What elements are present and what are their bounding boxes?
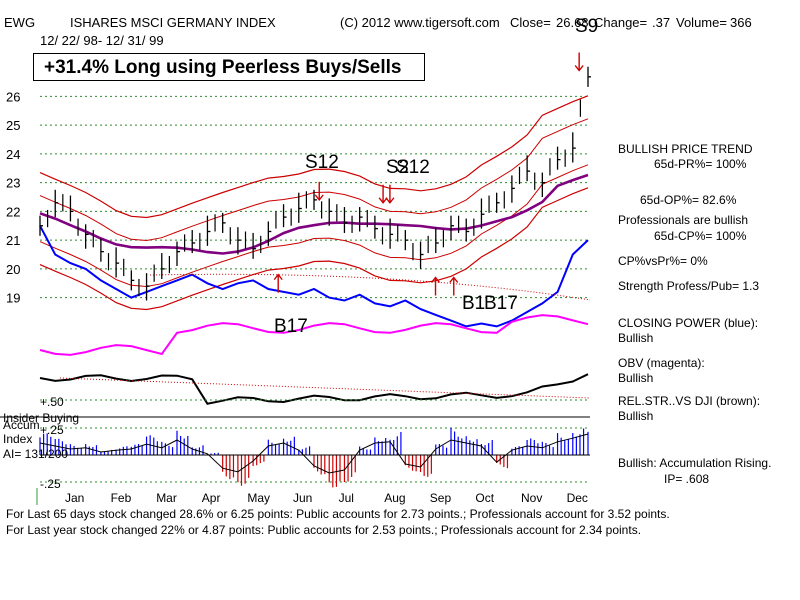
price-axis-ticks: 26 25 24 23 22 21 20 19: [6, 89, 20, 305]
change-value: .37: [652, 15, 671, 30]
trend-title: BULLISH PRICE TREND: [618, 142, 753, 156]
signal-label-b17: B17: [274, 316, 308, 337]
copyright: (C) 2012 www.tigersoft.com: [340, 15, 500, 30]
month-label: Feb: [111, 491, 132, 505]
signal-label-s2: S2: [386, 157, 410, 178]
signal-label-b17b: B17: [484, 293, 518, 314]
signal-arrows: [273, 52, 584, 296]
sell-arrowhead: [314, 194, 324, 201]
buy-arrowhead: [430, 276, 441, 283]
closing-power-label: CLOSING POWER (blue):: [618, 316, 759, 330]
sell-arrowhead: [378, 197, 388, 204]
month-label: Mar: [156, 491, 177, 505]
month-label: Sep: [430, 491, 452, 505]
signal-label-s12: S12: [305, 152, 339, 173]
lower-band: [39, 187, 589, 311]
price-tick-label: 23: [6, 176, 20, 191]
signal-label-b1: B1: [462, 293, 486, 314]
month-label: Nov: [521, 491, 542, 505]
month-label: Aug: [384, 491, 405, 505]
long-moving-average: [39, 173, 589, 255]
index-label: Index: [3, 432, 33, 446]
accum-tick-50: +.50: [40, 395, 64, 409]
accum-status: Bullish: Accumulation Rising.: [618, 456, 772, 470]
month-label: Jan: [65, 491, 84, 505]
signal-label-s9: S9: [575, 16, 599, 37]
price-tick-label: 26: [6, 89, 20, 104]
footer-line-2: For Last year stock changed 22% or 4.87 …: [6, 523, 642, 537]
relstr-value: Bullish: [618, 409, 654, 423]
price-grid: [40, 95, 590, 299]
accum-tick-neg25: -.25: [40, 477, 61, 491]
cp-trend-dotted: [149, 273, 591, 301]
close-label: Close=: [510, 15, 551, 30]
month-label: Oct: [475, 491, 494, 505]
accumulation-histogram: [39, 427, 590, 488]
accum-tick-25: +.25: [40, 423, 64, 437]
date-range: 12/ 22/ 98- 12/ 31/ 99: [40, 33, 164, 48]
buy-arrowhead: [273, 273, 283, 281]
price-tick-label: 21: [6, 233, 20, 248]
insider-label: Insider Buying: [3, 411, 80, 425]
change-label: Change=: [594, 15, 648, 30]
relative-strength-line: [39, 373, 589, 405]
closing-power-line: [39, 225, 589, 328]
banner-text: +31.4% Long using Peerless Buys/Sells: [44, 57, 402, 78]
upper-band: [39, 95, 589, 219]
price-tick-label: 19: [6, 291, 20, 306]
inner-upper-band: [39, 118, 589, 242]
month-label: Jun: [293, 491, 312, 505]
relstr-label: REL.STR..VS DJI (brown):: [618, 394, 761, 408]
buy-arrowhead: [449, 276, 459, 283]
obv-line: [39, 314, 589, 356]
price-tick-label: 22: [6, 204, 20, 219]
month-axis: Jan Feb Mar Apr May Jun Jul Aug Sep Oct Nov Dec: [36, 488, 588, 505]
month-label: Jul: [339, 491, 354, 505]
closing-power-value: Bullish: [618, 331, 654, 345]
accum-label: Accum: [3, 418, 40, 432]
rs-trend-dotted: [59, 377, 591, 399]
obv-value: Bullish: [618, 371, 654, 385]
obv-label: OBV (magenta):: [618, 356, 705, 370]
pr-value: 65d-PR%= 100%: [654, 157, 747, 171]
price-tick-label: 20: [6, 262, 20, 277]
op-value: 65d-OP%= 82.6%: [640, 193, 737, 207]
month-label: Apr: [202, 491, 221, 505]
ticker: EWG: [4, 15, 36, 30]
footer-line-1: For Last 65 days stock changed 28.6% or …: [6, 507, 670, 521]
signal-label-s12b: S12: [396, 157, 430, 178]
sell-arrowhead: [385, 197, 395, 204]
price-tick-label: 25: [6, 118, 20, 133]
sell-arrowhead: [574, 65, 584, 72]
strength-value: Strength Profess/Pub= 1.3: [618, 279, 760, 293]
month-label: May: [247, 491, 270, 505]
ip-value: IP= .608: [664, 472, 710, 486]
volume-value: 366: [730, 15, 752, 30]
volume-label: Volume=: [676, 15, 727, 30]
cp-vs-pr: CP%vsPr%= 0%: [618, 254, 708, 268]
close-value: 26.68: [556, 15, 589, 30]
ai-label: AI= 131/200: [3, 447, 69, 461]
pros-text: Professionals are bullish: [618, 213, 749, 227]
cp-value: 65d-CP%= 100%: [654, 229, 747, 243]
indicator-panels: [0, 225, 591, 483]
price-tick-label: 24: [6, 147, 20, 162]
price-bars: [39, 66, 591, 301]
performance-banner: +31.4% Long using Peerless Buys/Sells: [33, 53, 425, 81]
chart-title: ISHARES MSCI GERMANY INDEX: [70, 15, 276, 30]
month-label: Dec: [567, 491, 588, 505]
accum-ma-line: [39, 433, 589, 474]
